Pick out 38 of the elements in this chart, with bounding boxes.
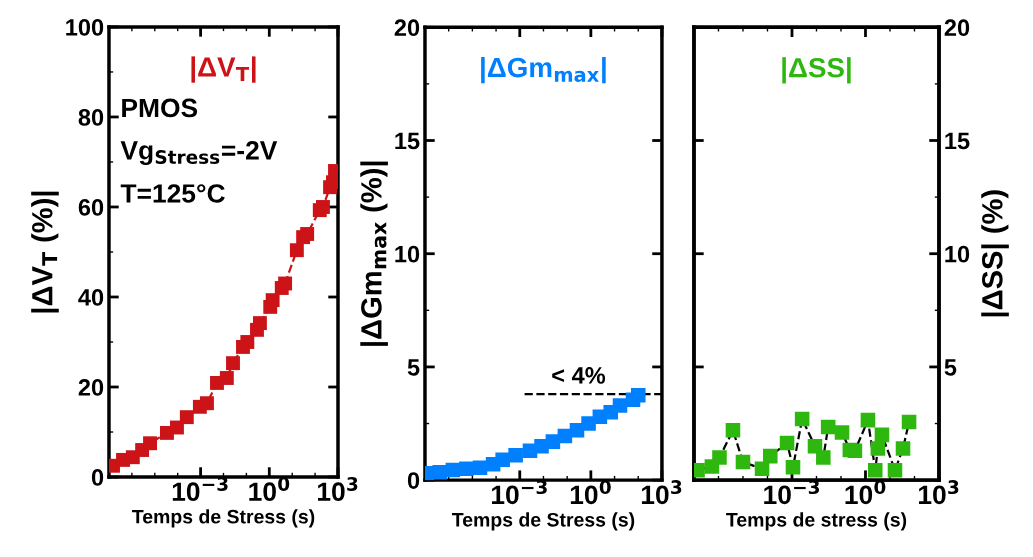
x-tick-label: 10$^{3}$ [919, 480, 959, 505]
text: |ΔV$_{T}$| [191, 56, 256, 83]
x-tick-label: 10$^{3}$ [641, 480, 682, 505]
y-tick-label: 20 [394, 19, 420, 37]
annotation: T=125°C [120, 184, 225, 203]
x-tick-label: 10$^{0}$ [845, 480, 886, 505]
text: |ΔSS| [782, 57, 851, 84]
annotation: < 4% [552, 367, 606, 384]
y-tick-label: 20 [78, 379, 104, 396]
point [495, 452, 510, 468]
y-tick-label: 15 [395, 132, 420, 150]
y-tick-label: 100 [66, 19, 104, 36]
point [459, 461, 474, 477]
text: |ΔGm$_{max}$| [481, 56, 606, 84]
y2-tick-label: 20 [944, 19, 970, 37]
y-axis-title: |ΔGm$_{max}$ (%)| [360, 161, 388, 346]
y-tick-label: 0 [407, 472, 420, 489]
y-tick-label: 0 [91, 469, 104, 486]
y2-axis-title: |ΔSS| (%) [981, 190, 1009, 317]
annotation: PMOS [122, 98, 198, 118]
y2-tick-label: 10 [945, 245, 970, 263]
point [472, 460, 488, 475]
point [545, 434, 561, 449]
y-tick-label: 40 [78, 289, 104, 306]
y-axis-title: |ΔV$_{T}$ (%)| [31, 191, 59, 313]
y-tick-label: 10 [395, 245, 420, 263]
x-tick-label: 10$^{3}$ [318, 476, 358, 502]
point [508, 447, 523, 463]
x-axis-title: Temps de Stress (s) [132, 509, 315, 528]
x-axis-title: Temps de Stress (s) [452, 512, 635, 531]
annotation: Vg$_{Stress}$=-2V [120, 141, 278, 166]
y2-tick-label: 5 [944, 359, 957, 376]
y2-tick-label: 15 [945, 132, 970, 150]
y-tick-label: 80 [78, 109, 104, 126]
x-axis-title: Temps de stress (s) [726, 512, 907, 531]
y-tick-label: 5 [407, 359, 420, 376]
x-tick-label: 10$^{0}$ [570, 480, 611, 505]
y-tick-label: 60 [78, 199, 104, 216]
